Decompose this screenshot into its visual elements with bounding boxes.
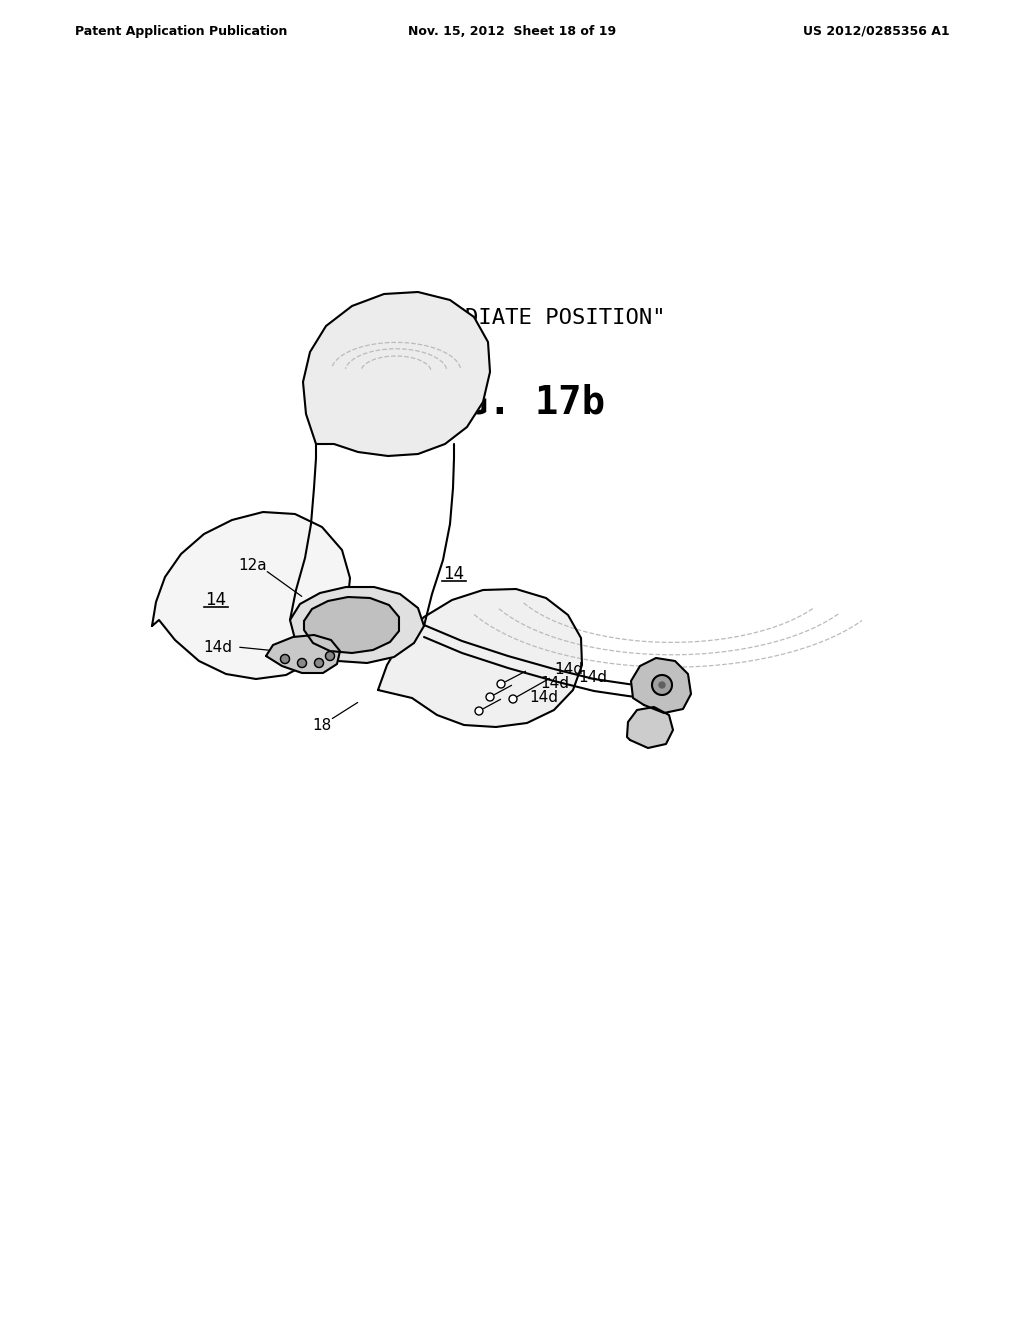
Text: Patent Application Publication: Patent Application Publication bbox=[75, 25, 288, 38]
Text: "INTERMEDIATE POSITION": "INTERMEDIATE POSITION" bbox=[358, 308, 666, 327]
Text: FIG. 17b: FIG. 17b bbox=[419, 383, 605, 421]
Polygon shape bbox=[631, 657, 691, 713]
Text: 14d: 14d bbox=[554, 663, 583, 677]
Polygon shape bbox=[290, 587, 424, 663]
Polygon shape bbox=[152, 512, 350, 678]
Text: Nov. 15, 2012  Sheet 18 of 19: Nov. 15, 2012 Sheet 18 of 19 bbox=[408, 25, 616, 38]
Text: 14: 14 bbox=[206, 591, 226, 609]
Circle shape bbox=[475, 708, 483, 715]
Polygon shape bbox=[304, 597, 399, 653]
Circle shape bbox=[497, 680, 505, 688]
Polygon shape bbox=[303, 292, 490, 455]
Polygon shape bbox=[266, 635, 340, 673]
Circle shape bbox=[509, 696, 517, 704]
Text: 12a: 12a bbox=[239, 557, 267, 573]
Polygon shape bbox=[627, 708, 673, 748]
Circle shape bbox=[314, 659, 324, 668]
Circle shape bbox=[326, 652, 335, 660]
Circle shape bbox=[652, 675, 672, 696]
Circle shape bbox=[281, 655, 290, 664]
Text: US 2012/0285356 A1: US 2012/0285356 A1 bbox=[804, 25, 950, 38]
Circle shape bbox=[298, 659, 306, 668]
Circle shape bbox=[486, 693, 494, 701]
Text: 14: 14 bbox=[443, 565, 465, 583]
Text: 14d: 14d bbox=[578, 669, 607, 685]
Circle shape bbox=[659, 682, 665, 688]
Polygon shape bbox=[378, 589, 582, 727]
Text: 14d: 14d bbox=[529, 690, 558, 705]
Text: 14d: 14d bbox=[204, 639, 232, 655]
Text: 18: 18 bbox=[312, 718, 332, 733]
Text: 14d: 14d bbox=[540, 676, 569, 692]
